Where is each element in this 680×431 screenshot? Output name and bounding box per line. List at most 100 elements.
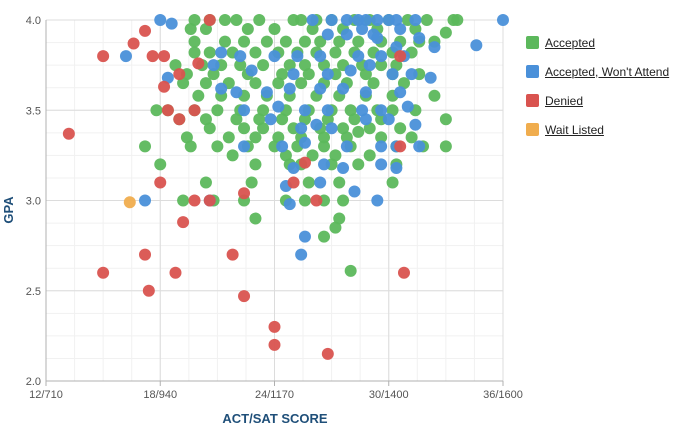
data-point-denied[interactable] — [268, 338, 281, 351]
data-point-accepted-won-t-attend[interactable] — [298, 230, 311, 243]
data-point-accepted-won-t-attend[interactable] — [356, 23, 369, 36]
data-point-accepted[interactable] — [302, 68, 315, 81]
data-point-accepted-won-t-attend[interactable] — [325, 14, 338, 26]
data-point-accepted-won-t-attend[interactable] — [348, 185, 361, 198]
data-point-accepted[interactable] — [249, 77, 262, 90]
data-point-accepted[interactable] — [359, 68, 372, 81]
data-point-accepted-won-t-attend[interactable] — [245, 64, 258, 77]
data-point-accepted[interactable] — [352, 125, 365, 138]
data-point-accepted[interactable] — [188, 35, 201, 48]
data-point-accepted[interactable] — [253, 14, 266, 26]
data-point-accepted-won-t-attend[interactable] — [359, 113, 372, 126]
data-point-accepted[interactable] — [298, 35, 311, 48]
data-point-accepted[interactable] — [218, 14, 231, 26]
data-point-accepted-won-t-attend[interactable] — [314, 176, 327, 189]
data-point-accepted[interactable] — [439, 140, 452, 153]
data-point-accepted[interactable] — [344, 104, 357, 117]
data-point-accepted[interactable] — [234, 59, 247, 72]
data-point-denied[interactable] — [192, 57, 205, 70]
data-point-accepted-won-t-attend[interactable] — [260, 86, 273, 99]
data-point-accepted-won-t-attend[interactable] — [340, 28, 353, 41]
data-point-accepted[interactable] — [318, 131, 331, 144]
data-point-denied[interactable] — [287, 176, 300, 189]
data-point-denied[interactable] — [62, 127, 75, 140]
data-point-denied[interactable] — [139, 248, 152, 261]
data-point-accepted[interactable] — [302, 176, 315, 189]
data-point-accepted[interactable] — [226, 149, 239, 162]
data-point-denied[interactable] — [177, 216, 190, 229]
data-point-denied[interactable] — [394, 140, 407, 153]
data-point-wait-listed[interactable] — [123, 196, 136, 209]
data-point-accepted[interactable] — [386, 104, 399, 117]
data-point-accepted[interactable] — [260, 35, 273, 48]
data-point-denied[interactable] — [394, 50, 407, 63]
data-point-accepted-won-t-attend[interactable] — [291, 50, 304, 63]
data-point-accepted-won-t-attend[interactable] — [375, 158, 388, 171]
data-point-accepted-won-t-attend[interactable] — [264, 113, 277, 126]
data-point-accepted[interactable] — [367, 77, 380, 90]
data-point-denied[interactable] — [203, 14, 216, 26]
data-point-accepted[interactable] — [352, 35, 365, 48]
data-point-accepted[interactable] — [249, 212, 262, 225]
data-point-accepted[interactable] — [257, 122, 270, 135]
data-point-accepted-won-t-attend[interactable] — [375, 104, 388, 117]
data-point-accepted-won-t-attend[interactable] — [405, 68, 418, 81]
data-point-denied[interactable] — [173, 68, 186, 81]
data-point-denied[interactable] — [203, 194, 216, 207]
data-point-accepted-won-t-attend[interactable] — [371, 194, 384, 207]
data-point-accepted[interactable] — [257, 59, 270, 72]
data-point-accepted-won-t-attend[interactable] — [287, 68, 300, 81]
data-point-accepted-won-t-attend[interactable] — [321, 104, 334, 117]
data-point-denied[interactable] — [238, 187, 251, 200]
data-point-accepted[interactable] — [337, 194, 350, 207]
data-point-accepted-won-t-attend[interactable] — [401, 100, 414, 113]
data-point-denied[interactable] — [146, 50, 159, 63]
data-point-accepted[interactable] — [203, 46, 216, 59]
data-point-accepted[interactable] — [230, 113, 243, 126]
data-point-accepted[interactable] — [169, 59, 182, 72]
data-point-accepted[interactable] — [314, 35, 327, 48]
data-point-accepted-won-t-attend[interactable] — [268, 50, 281, 63]
data-point-accepted-won-t-attend[interactable] — [359, 14, 372, 26]
data-point-accepted-won-t-attend[interactable] — [238, 104, 251, 117]
data-point-accepted-won-t-attend[interactable] — [321, 68, 334, 81]
data-point-accepted[interactable] — [344, 264, 357, 277]
data-point-denied[interactable] — [321, 347, 334, 360]
data-point-accepted[interactable] — [375, 131, 388, 144]
data-point-accepted-won-t-attend[interactable] — [215, 46, 228, 59]
legend-item-accepted[interactable]: Accepted — [526, 28, 669, 57]
data-point-accepted[interactable] — [177, 77, 190, 90]
data-point-accepted-won-t-attend[interactable] — [298, 136, 311, 149]
data-point-accepted-won-t-attend[interactable] — [386, 68, 399, 81]
data-point-denied[interactable] — [97, 50, 110, 63]
data-point-accepted-won-t-attend[interactable] — [295, 248, 308, 261]
data-point-accepted[interactable] — [238, 122, 251, 135]
data-point-accepted[interactable] — [184, 140, 197, 153]
data-point-accepted[interactable] — [211, 140, 224, 153]
data-point-accepted[interactable] — [139, 140, 152, 153]
legend-item-wait-listed[interactable]: Wait Listed — [526, 115, 669, 144]
data-point-accepted[interactable] — [283, 59, 296, 72]
data-point-accepted[interactable] — [177, 194, 190, 207]
data-point-accepted[interactable] — [340, 131, 353, 144]
data-point-accepted-won-t-attend[interactable] — [394, 86, 407, 99]
data-point-accepted-won-t-attend[interactable] — [409, 118, 422, 131]
data-point-accepted[interactable] — [318, 59, 331, 72]
data-point-accepted-won-t-attend[interactable] — [359, 86, 372, 99]
data-point-accepted[interactable] — [333, 212, 346, 225]
data-point-accepted[interactable] — [249, 158, 262, 171]
data-point-accepted[interactable] — [199, 176, 212, 189]
data-point-accepted[interactable] — [298, 113, 311, 126]
legend-item-denied[interactable]: Denied — [526, 86, 669, 115]
data-point-accepted[interactable] — [199, 23, 212, 36]
data-point-accepted-won-t-attend[interactable] — [139, 194, 152, 207]
data-point-denied[interactable] — [226, 248, 239, 261]
data-point-accepted[interactable] — [321, 113, 334, 126]
data-point-accepted-won-t-attend[interactable] — [321, 28, 334, 41]
data-point-accepted[interactable] — [329, 149, 342, 162]
data-point-accepted-won-t-attend[interactable] — [283, 82, 296, 95]
data-point-accepted[interactable] — [375, 59, 388, 72]
data-point-denied[interactable] — [397, 266, 410, 279]
data-point-accepted-won-t-attend[interactable] — [344, 64, 357, 77]
data-point-accepted-won-t-attend[interactable] — [470, 39, 483, 52]
